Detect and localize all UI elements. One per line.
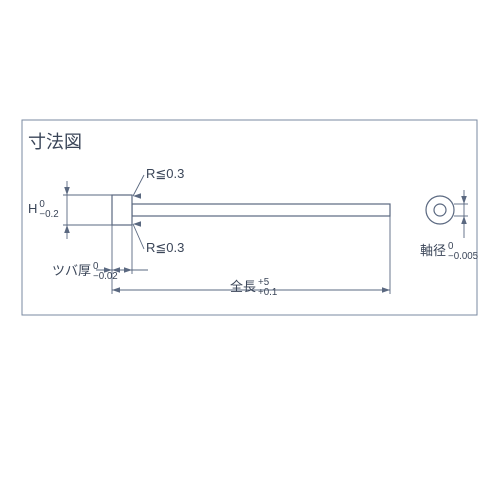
diagram-stage: 寸法図 R≦0.3 R≦0.3 H0−0.2 ツバ厚0−0.02 全長+5+0.…	[0, 0, 500, 500]
dim-length-text: 全長	[230, 279, 256, 294]
dim-length-label: 全長+5+0.1	[230, 278, 277, 298]
dim-diameter-label: 軸径0−0.005	[420, 242, 478, 262]
dim-h-tol-lower: −0.2	[39, 210, 58, 220]
drawing-title: 寸法図	[28, 128, 82, 154]
dim-h-label: H0−0.2	[28, 200, 59, 220]
dim-diameter-tol-lower: −0.005	[448, 252, 478, 262]
dim-diameter-text: 軸径	[420, 243, 446, 258]
dim-tsuba-text: ツバ厚	[52, 263, 91, 278]
radius-top-label: R≦0.3	[146, 167, 184, 181]
dim-tsuba-label: ツバ厚0−0.02	[52, 262, 118, 282]
radius-bottom-label: R≦0.3	[146, 241, 184, 255]
dim-tsuba-tol-lower: −0.02	[93, 272, 118, 282]
dim-h-symbol: H	[28, 201, 37, 216]
dim-length-tol-lower: +0.1	[258, 288, 277, 298]
